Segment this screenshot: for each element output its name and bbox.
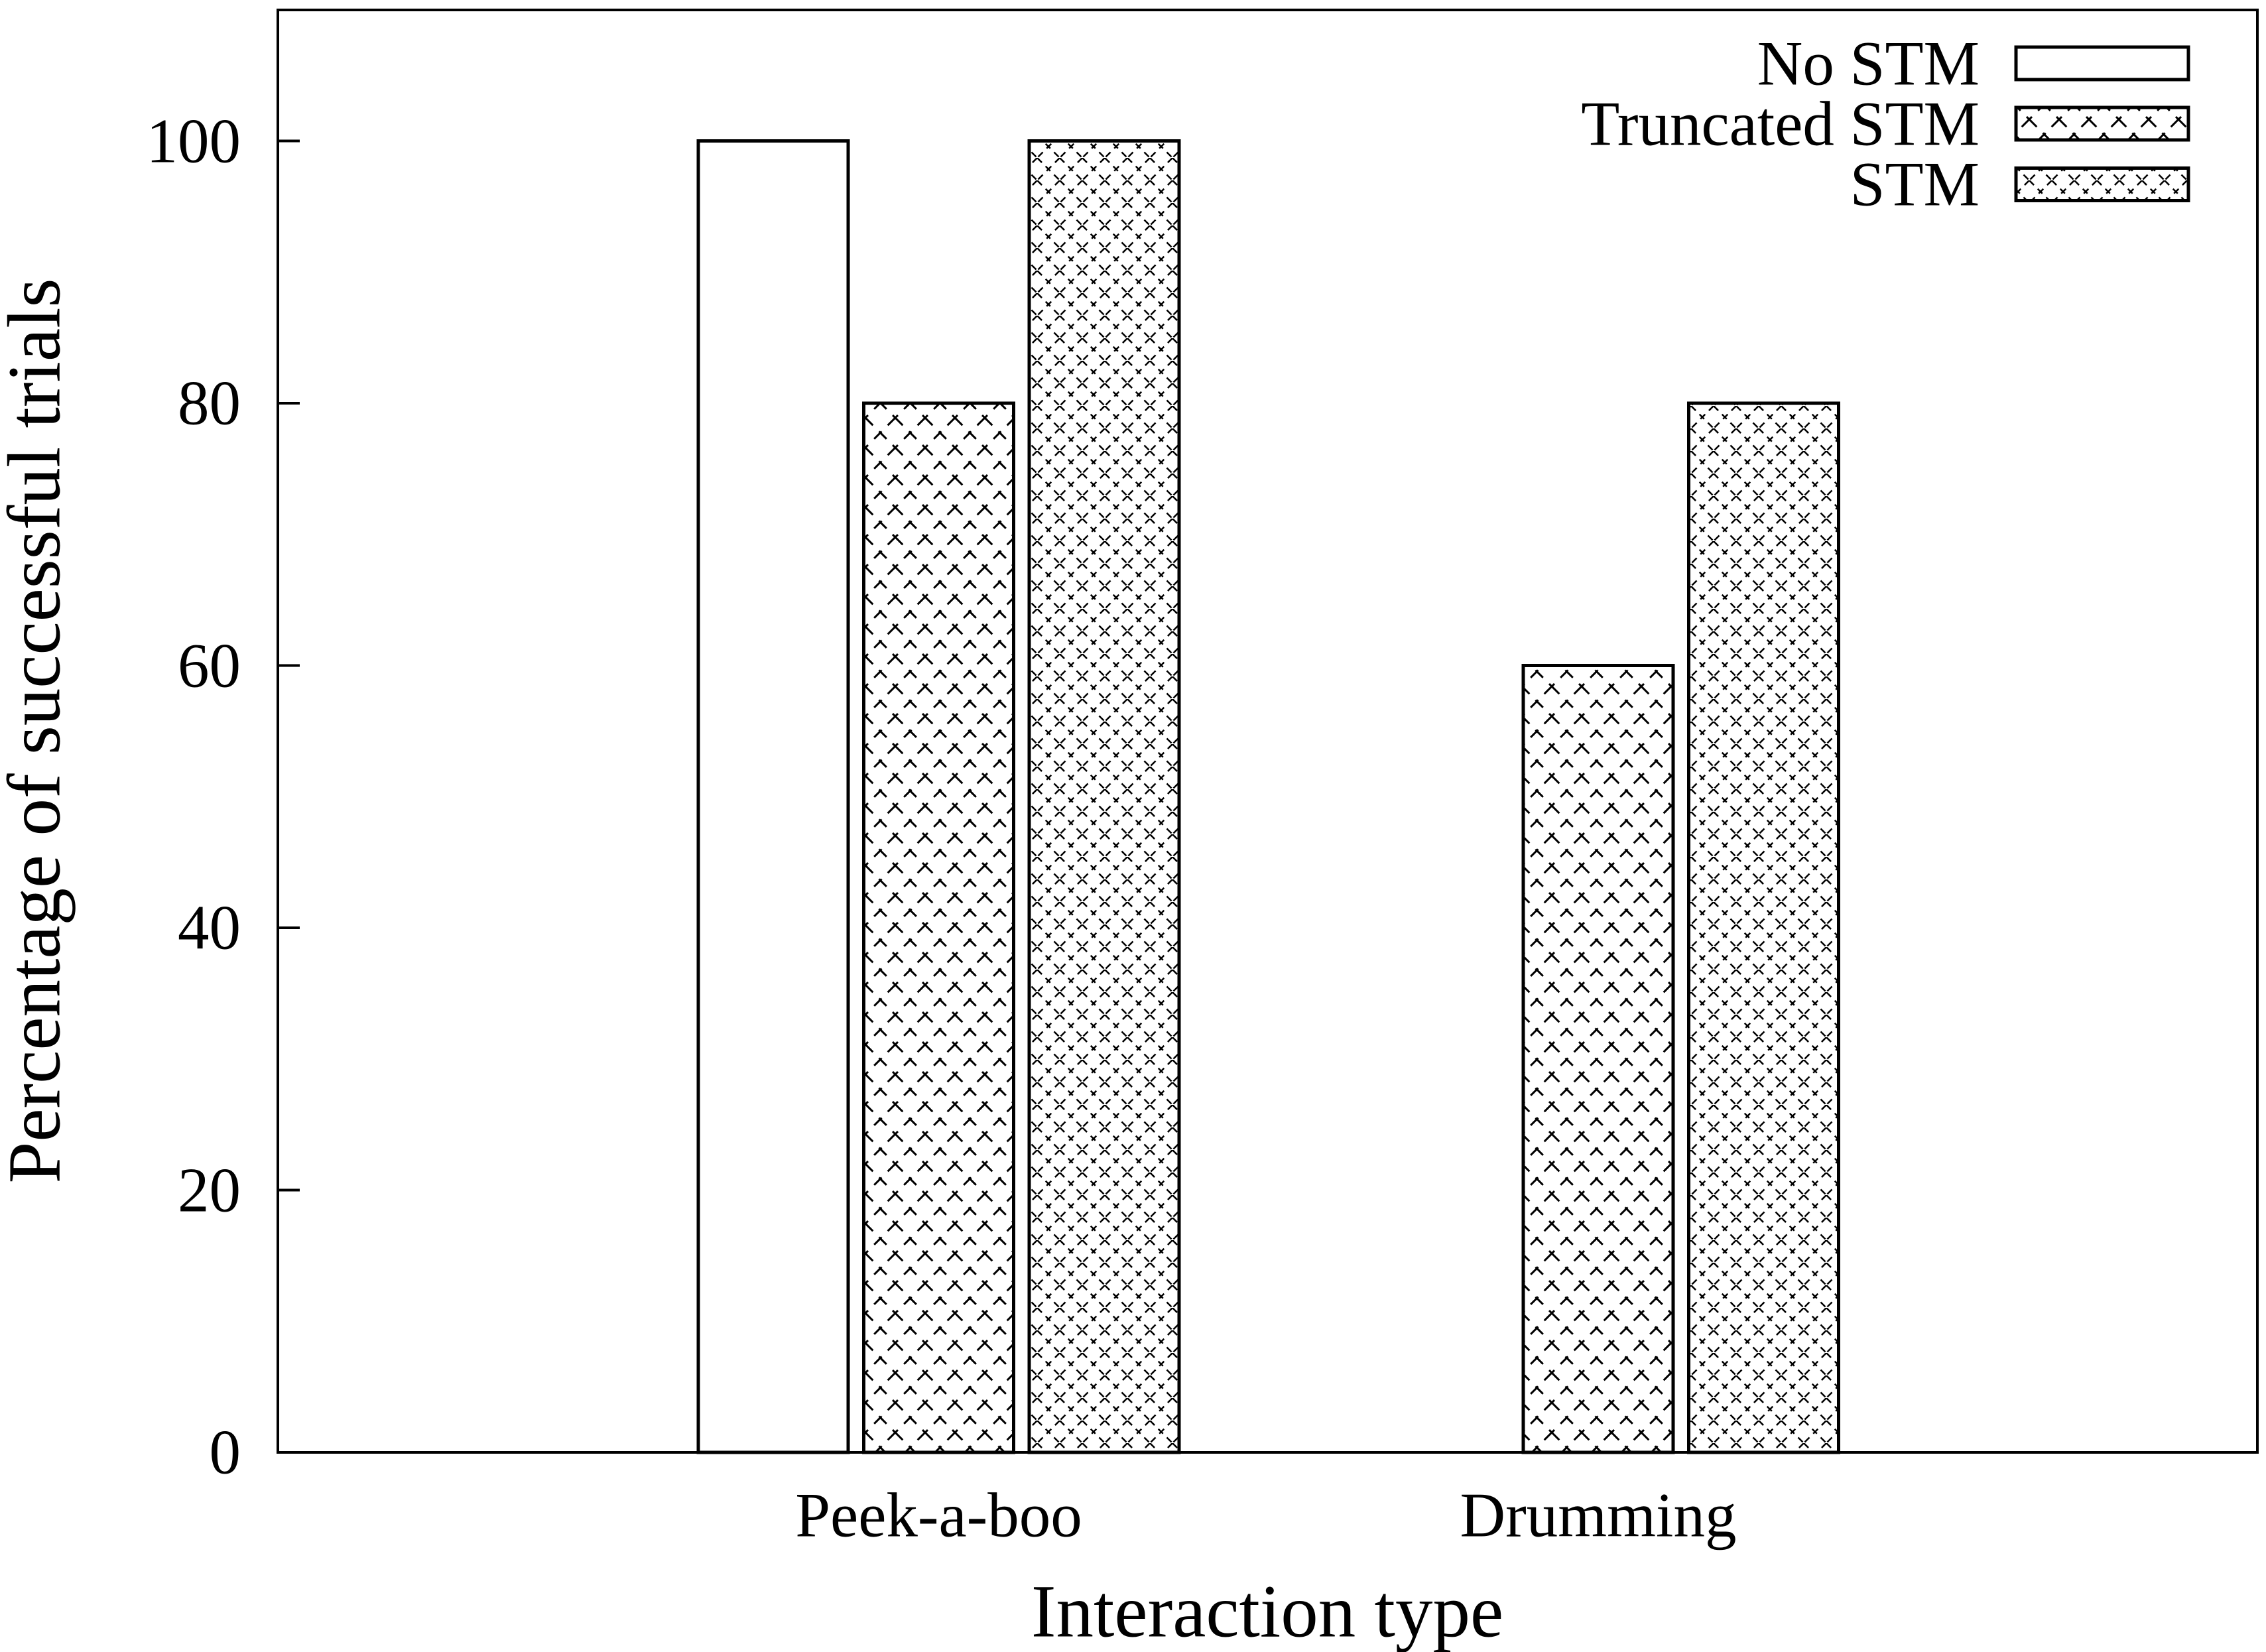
- y-tick-label-60: 60: [178, 630, 241, 700]
- y-tick-label-0: 0: [209, 1417, 241, 1488]
- y-tick-label-80: 80: [178, 367, 241, 438]
- legend-swatch-stm: [2014, 166, 2190, 202]
- y-tick-label-20: 20: [178, 1155, 241, 1225]
- category-label-drumming: Drumming: [1460, 1480, 1737, 1551]
- bar-drumming-stm: [1687, 401, 1840, 1454]
- y-axis-title: Percentage of successful trials: [0, 278, 76, 1184]
- bars-group: [696, 139, 1840, 1454]
- bar-peek-a-boo-stm: [1027, 139, 1181, 1454]
- bar-drumming-truncated-stm: [1521, 664, 1675, 1454]
- legend-label-no-stm: No STM: [1757, 28, 1980, 98]
- legend-swatch-no-stm: [2014, 45, 2190, 82]
- y-tick-label-100: 100: [146, 105, 241, 176]
- x-axis-title: Interaction type: [1031, 1570, 1504, 1652]
- axes-group: [277, 9, 2259, 1454]
- bar-peek-a-boo-truncated-stm: [862, 401, 1015, 1454]
- plot-border: [277, 9, 2259, 1454]
- y-tick-label-40: 40: [178, 892, 241, 963]
- category-label-peek-a-boo: Peek-a-boo: [795, 1480, 1082, 1551]
- bar-peek-a-boo-no-stm: [696, 139, 850, 1454]
- legend-swatches-group: [2014, 45, 2190, 202]
- legend-swatch-truncated-stm: [2014, 105, 2190, 142]
- legend-label-truncated-stm: Truncated STM: [1581, 88, 1980, 159]
- legend-label-stm: STM: [1850, 149, 1980, 220]
